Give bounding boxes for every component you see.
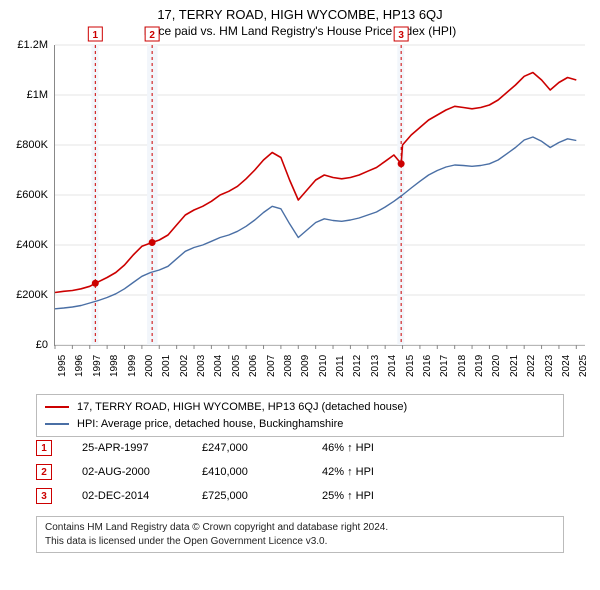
x-tick-label: 2011 <box>335 355 346 377</box>
x-tick-label: 2024 <box>561 355 572 377</box>
x-tick-label: 2003 <box>196 355 207 377</box>
x-tick-label: 2008 <box>283 355 294 377</box>
x-tick-label: 2019 <box>474 355 485 377</box>
transaction-price: £410,000 <box>202 466 292 478</box>
y-tick-label: £200K <box>12 289 48 301</box>
x-tick-label: 1998 <box>109 355 120 377</box>
transaction-row: 1 25-APR-1997 £247,000 46% ↑ HPI <box>36 440 564 456</box>
footer-line: This data is licensed under the Open Gov… <box>45 535 555 549</box>
svg-text:2: 2 <box>149 30 155 41</box>
transaction-vs-hpi: 46% ↑ HPI <box>322 442 374 454</box>
x-tick-label: 2021 <box>509 355 520 377</box>
footer-line: Contains HM Land Registry data © Crown c… <box>45 521 555 535</box>
legend: 17, TERRY ROAD, HIGH WYCOMBE, HP13 6QJ (… <box>36 394 564 437</box>
y-tick-label: £1M <box>12 89 48 101</box>
y-tick-label: £800K <box>12 139 48 151</box>
legend-label: 17, TERRY ROAD, HIGH WYCOMBE, HP13 6QJ (… <box>77 399 407 416</box>
x-tick-label: 2025 <box>578 355 589 377</box>
x-tick-label: 2018 <box>457 355 468 377</box>
legend-label: HPI: Average price, detached house, Buck… <box>77 416 343 433</box>
transaction-row: 3 02-DEC-2014 £725,000 25% ↑ HPI <box>36 488 564 504</box>
x-tick-label: 1999 <box>127 355 138 377</box>
x-tick-label: 1995 <box>57 355 68 377</box>
y-tick-label: £1.2M <box>12 39 48 51</box>
plot-area: 123 <box>54 45 585 346</box>
x-tick-label: 1997 <box>92 355 103 377</box>
x-tick-label: 2023 <box>544 355 555 377</box>
x-tick-label: 2015 <box>405 355 416 377</box>
x-tick-label: 2000 <box>144 355 155 377</box>
footer-attribution: Contains HM Land Registry data © Crown c… <box>36 516 564 553</box>
x-tick-label: 2014 <box>387 355 398 377</box>
x-tick-label: 2007 <box>266 355 277 377</box>
transaction-marker-box: 3 <box>36 488 52 504</box>
x-tick-label: 2016 <box>422 355 433 377</box>
legend-swatch <box>45 423 69 425</box>
transaction-price: £247,000 <box>202 442 292 454</box>
x-tick-label: 2004 <box>213 355 224 377</box>
legend-item: HPI: Average price, detached house, Buck… <box>45 416 555 433</box>
svg-text:1: 1 <box>93 30 99 41</box>
transaction-vs-hpi: 42% ↑ HPI <box>322 466 374 478</box>
chart-area: 123 £0£200K£400K£600K£800K£1M£1.2M 19951… <box>10 45 590 385</box>
x-axis: 1995 1996 1997 1998 1999 2000 2001 2002 2003 2004… <box>54 347 584 385</box>
x-tick-label: 2010 <box>318 355 329 377</box>
y-tick-label: £400K <box>12 239 48 251</box>
x-tick-label: 2013 <box>370 355 381 377</box>
x-tick-label: 2006 <box>248 355 259 377</box>
x-tick-label: 2005 <box>231 355 242 377</box>
transaction-marker-box: 1 <box>36 440 52 456</box>
page-title: 17, TERRY ROAD, HIGH WYCOMBE, HP13 6QJ <box>0 0 600 24</box>
legend-swatch <box>45 406 69 408</box>
x-tick-label: 2020 <box>491 355 502 377</box>
x-tick-label: 2017 <box>439 355 450 377</box>
transaction-marker-box: 2 <box>36 464 52 480</box>
x-tick-label: 1996 <box>74 355 85 377</box>
x-tick-label: 2001 <box>161 355 172 377</box>
x-tick-label: 2012 <box>352 355 363 377</box>
transaction-date: 02-DEC-2014 <box>82 490 172 502</box>
transaction-vs-hpi: 25% ↑ HPI <box>322 490 374 502</box>
transaction-date: 02-AUG-2000 <box>82 466 172 478</box>
y-tick-label: £600K <box>12 189 48 201</box>
legend-item: 17, TERRY ROAD, HIGH WYCOMBE, HP13 6QJ (… <box>45 399 555 416</box>
x-tick-label: 2002 <box>179 355 190 377</box>
svg-text:3: 3 <box>398 30 404 41</box>
x-tick-label: 2009 <box>300 355 311 377</box>
y-tick-label: £0 <box>12 339 48 351</box>
transaction-price: £725,000 <box>202 490 292 502</box>
transaction-date: 25-APR-1997 <box>82 442 172 454</box>
x-tick-label: 2022 <box>526 355 537 377</box>
transaction-row: 2 02-AUG-2000 £410,000 42% ↑ HPI <box>36 464 564 480</box>
